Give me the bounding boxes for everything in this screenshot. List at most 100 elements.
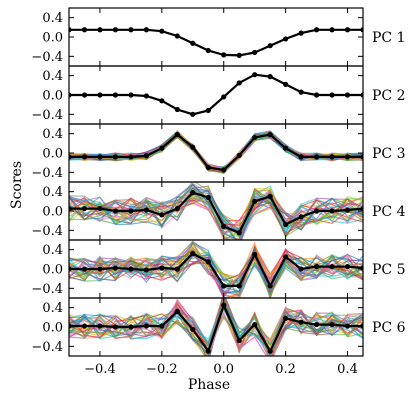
highlight-point: [344, 207, 351, 213]
background-series-line: [69, 130, 363, 169]
highlight-point: [283, 254, 289, 260]
highlight-point: [236, 52, 242, 58]
highlight-point: [97, 27, 103, 33]
highlight-point: [174, 106, 180, 113]
y-tick-label: 0.0: [42, 205, 63, 220]
background-series-line: [69, 132, 363, 170]
highlight-point: [81, 154, 88, 160]
y-tick-label: 0.4: [42, 185, 63, 200]
panel-data: [69, 182, 363, 240]
y-tick-label: 0.4: [42, 69, 63, 84]
highlight-point: [298, 214, 304, 220]
highlight-point: [69, 27, 72, 33]
panel-label: PC 6: [372, 320, 406, 336]
highlight-point: [344, 27, 351, 33]
highlight-point: [267, 193, 273, 200]
highlight-point: [252, 49, 258, 56]
highlight-point: [329, 92, 335, 98]
highlight-point: [112, 27, 119, 33]
background-series-line: [69, 184, 363, 240]
background-series-line: [69, 130, 363, 172]
highlight-point: [221, 94, 227, 100]
x-tick-label: −0.2: [146, 362, 178, 377]
y-tick-label: −0.4: [31, 108, 63, 123]
y-tick-label: −0.4: [31, 282, 63, 297]
highlight-point: [128, 27, 134, 33]
highlight-point: [344, 263, 351, 270]
highlight-point: [97, 205, 103, 212]
background-series-line: [69, 132, 363, 172]
highlight-point: [344, 154, 351, 160]
panel-data: [69, 240, 363, 298]
highlight-point: [313, 154, 320, 160]
x-tick-label: 0.4: [337, 362, 358, 377]
highlight-point: [81, 205, 88, 212]
highlight-point: [283, 315, 289, 321]
highlight-point: [221, 223, 227, 230]
highlight-point: [298, 266, 304, 272]
highlight-point: [267, 348, 273, 354]
highlight-point: [313, 27, 320, 33]
y-tick-label: 0.4: [42, 301, 63, 316]
highlight-point: [159, 28, 165, 34]
panel-data: [69, 27, 363, 58]
highlight-point: [252, 198, 258, 204]
y-tick-label: 0.4: [42, 243, 63, 258]
highlight-series-line: [69, 28, 363, 57]
highlight-point: [128, 154, 134, 160]
panel-data: [69, 298, 363, 356]
y-tick-label: 0.0: [42, 31, 63, 46]
highlight-point: [267, 132, 273, 138]
background-series-line: [69, 133, 363, 170]
background-series-line: [69, 298, 363, 356]
highlight-point: [143, 93, 149, 99]
highlight-point: [159, 323, 165, 329]
highlight-point: [252, 251, 258, 258]
highlight-point: [81, 27, 88, 33]
highlight-point: [298, 30, 304, 36]
background-series-line: [69, 130, 363, 170]
highlight-point: [205, 164, 211, 171]
highlight-point: [69, 205, 72, 212]
highlight-point: [190, 40, 196, 46]
highlight-point: [252, 321, 258, 328]
y-tick-label: 0.0: [42, 147, 63, 162]
highlight-point: [81, 92, 88, 98]
y-tick-label: −0.4: [31, 166, 63, 181]
panel-6: 0.4 0.0 −0.4 PC 6: [31, 297, 406, 357]
highlight-point: [112, 92, 119, 98]
highlight-point: [236, 152, 242, 159]
highlight-point: [252, 134, 258, 141]
highlight-point: [97, 266, 103, 272]
highlight-point: [313, 208, 320, 214]
background-series-line: [69, 187, 363, 240]
background-series-line: [69, 133, 363, 170]
panel-1: 0.4 0.0 −0.4 PC 1: [31, 7, 406, 67]
panel-2: 0.4 0.0 −0.4 PC 2: [31, 65, 406, 125]
highlight-point: [221, 52, 227, 58]
highlight-point: [298, 154, 304, 160]
highlight-point: [174, 205, 180, 212]
highlight-point: [329, 208, 335, 214]
highlight-point: [221, 167, 227, 173]
highlight-point: [329, 321, 335, 328]
panel-data: [69, 130, 363, 175]
panel-3: 0.4 0.0 −0.4 PC 3: [31, 123, 406, 183]
highlight-point: [97, 323, 103, 329]
y-tick-label: −0.4: [31, 224, 63, 239]
background-series-line: [69, 187, 363, 239]
highlight-point: [313, 263, 320, 270]
panel-label: PC 5: [372, 262, 406, 278]
background-series-line: [69, 130, 363, 171]
background-series-line: [69, 130, 363, 170]
highlight-point: [159, 212, 165, 218]
background-series-line: [69, 130, 363, 169]
highlight-point: [267, 43, 273, 49]
y-tick-label: −0.4: [31, 340, 63, 355]
highlight-point: [112, 208, 119, 214]
background-series-line: [69, 131, 363, 169]
highlight-point: [313, 92, 320, 98]
highlight-point: [283, 145, 289, 151]
highlight-point: [159, 145, 165, 151]
